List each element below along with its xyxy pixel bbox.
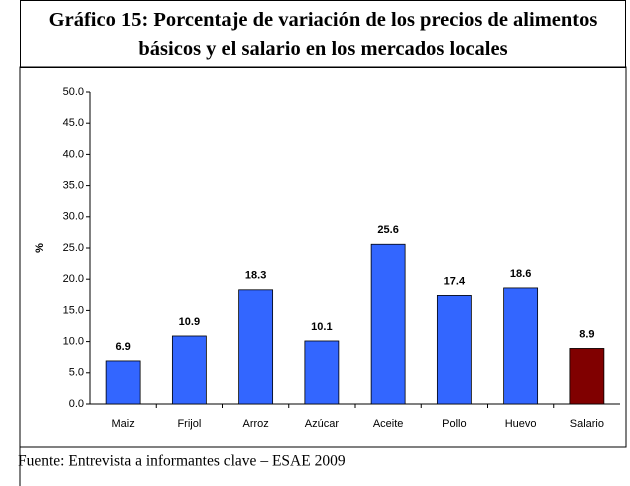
bar: [436, 295, 472, 405]
y-tick-label: 35.0: [63, 180, 84, 192]
y-tick-label: 25.0: [63, 242, 84, 254]
data-label: 18.3: [245, 270, 266, 282]
y-tick-label: 30.0: [63, 211, 84, 223]
x-tick-label: Arroz: [242, 418, 268, 430]
x-tick-label: Pollo: [442, 418, 466, 430]
x-tick-label: Maiz: [112, 418, 135, 430]
y-tick-label: 10.0: [63, 336, 84, 348]
bar: [238, 289, 274, 405]
y-axis-label: %: [34, 243, 46, 253]
y-tick-label: 5.0: [69, 367, 84, 379]
data-label: 25.6: [377, 224, 398, 236]
chart-frame: [19, 66, 627, 448]
data-label: 18.6: [510, 268, 531, 280]
x-tick-label: Azúcar: [305, 418, 340, 430]
x-tick-label: Frijol: [177, 418, 201, 430]
data-label: 10.9: [179, 316, 200, 328]
bar: [569, 348, 605, 405]
y-tick-label: 0.0: [69, 398, 84, 410]
data-label: 6.9: [115, 341, 130, 353]
x-tick-label: Huevo: [505, 418, 537, 430]
y-tick-label: 50.0: [63, 86, 84, 98]
data-label: 8.9: [579, 328, 594, 340]
source-note: Fuente: Entrevista a informantes clave –…: [18, 453, 346, 470]
bar: [370, 243, 406, 405]
bar: [304, 340, 340, 405]
x-tick-label: Salario: [570, 418, 604, 430]
bar: [171, 335, 207, 405]
y-tick-label: 40.0: [63, 148, 84, 160]
data-label: 10.1: [311, 321, 332, 333]
y-tick-label: 45.0: [63, 117, 84, 129]
x-tick-label: Aceite: [373, 418, 404, 430]
y-tick-label: 20.0: [63, 273, 84, 285]
y-tick-label: 15.0: [63, 304, 84, 316]
bar: [105, 360, 141, 405]
bar: [503, 287, 539, 405]
data-label: 17.4: [444, 275, 466, 287]
